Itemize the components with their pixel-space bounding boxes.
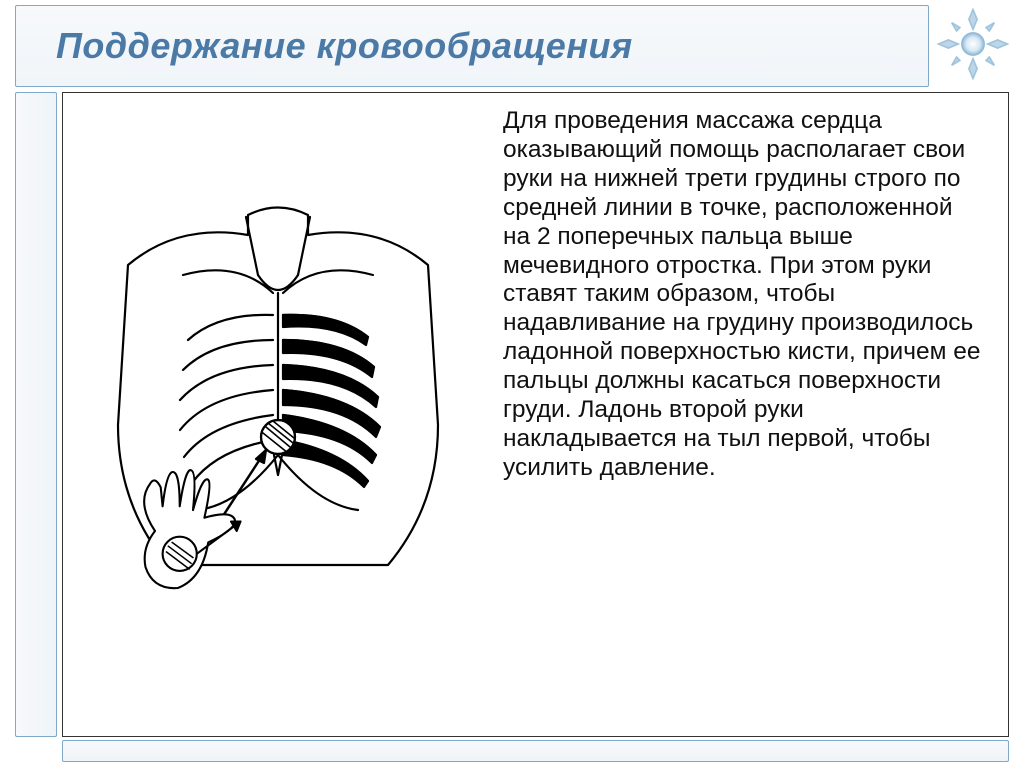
slide-title: Поддержание кровообращения: [56, 25, 633, 67]
anatomy-illustration: [63, 93, 493, 736]
corner-decoration: [932, 3, 1014, 85]
left-frame: [15, 92, 57, 737]
slide: Поддержание кровообращения: [0, 0, 1024, 767]
content-frame: Для проведения массажа сердца оказывающи…: [62, 92, 1009, 737]
title-frame: Поддержание кровообращения: [15, 5, 929, 87]
body-text: Для проведения массажа сердца оказывающи…: [493, 93, 1008, 736]
bottom-frame: [62, 740, 1009, 762]
